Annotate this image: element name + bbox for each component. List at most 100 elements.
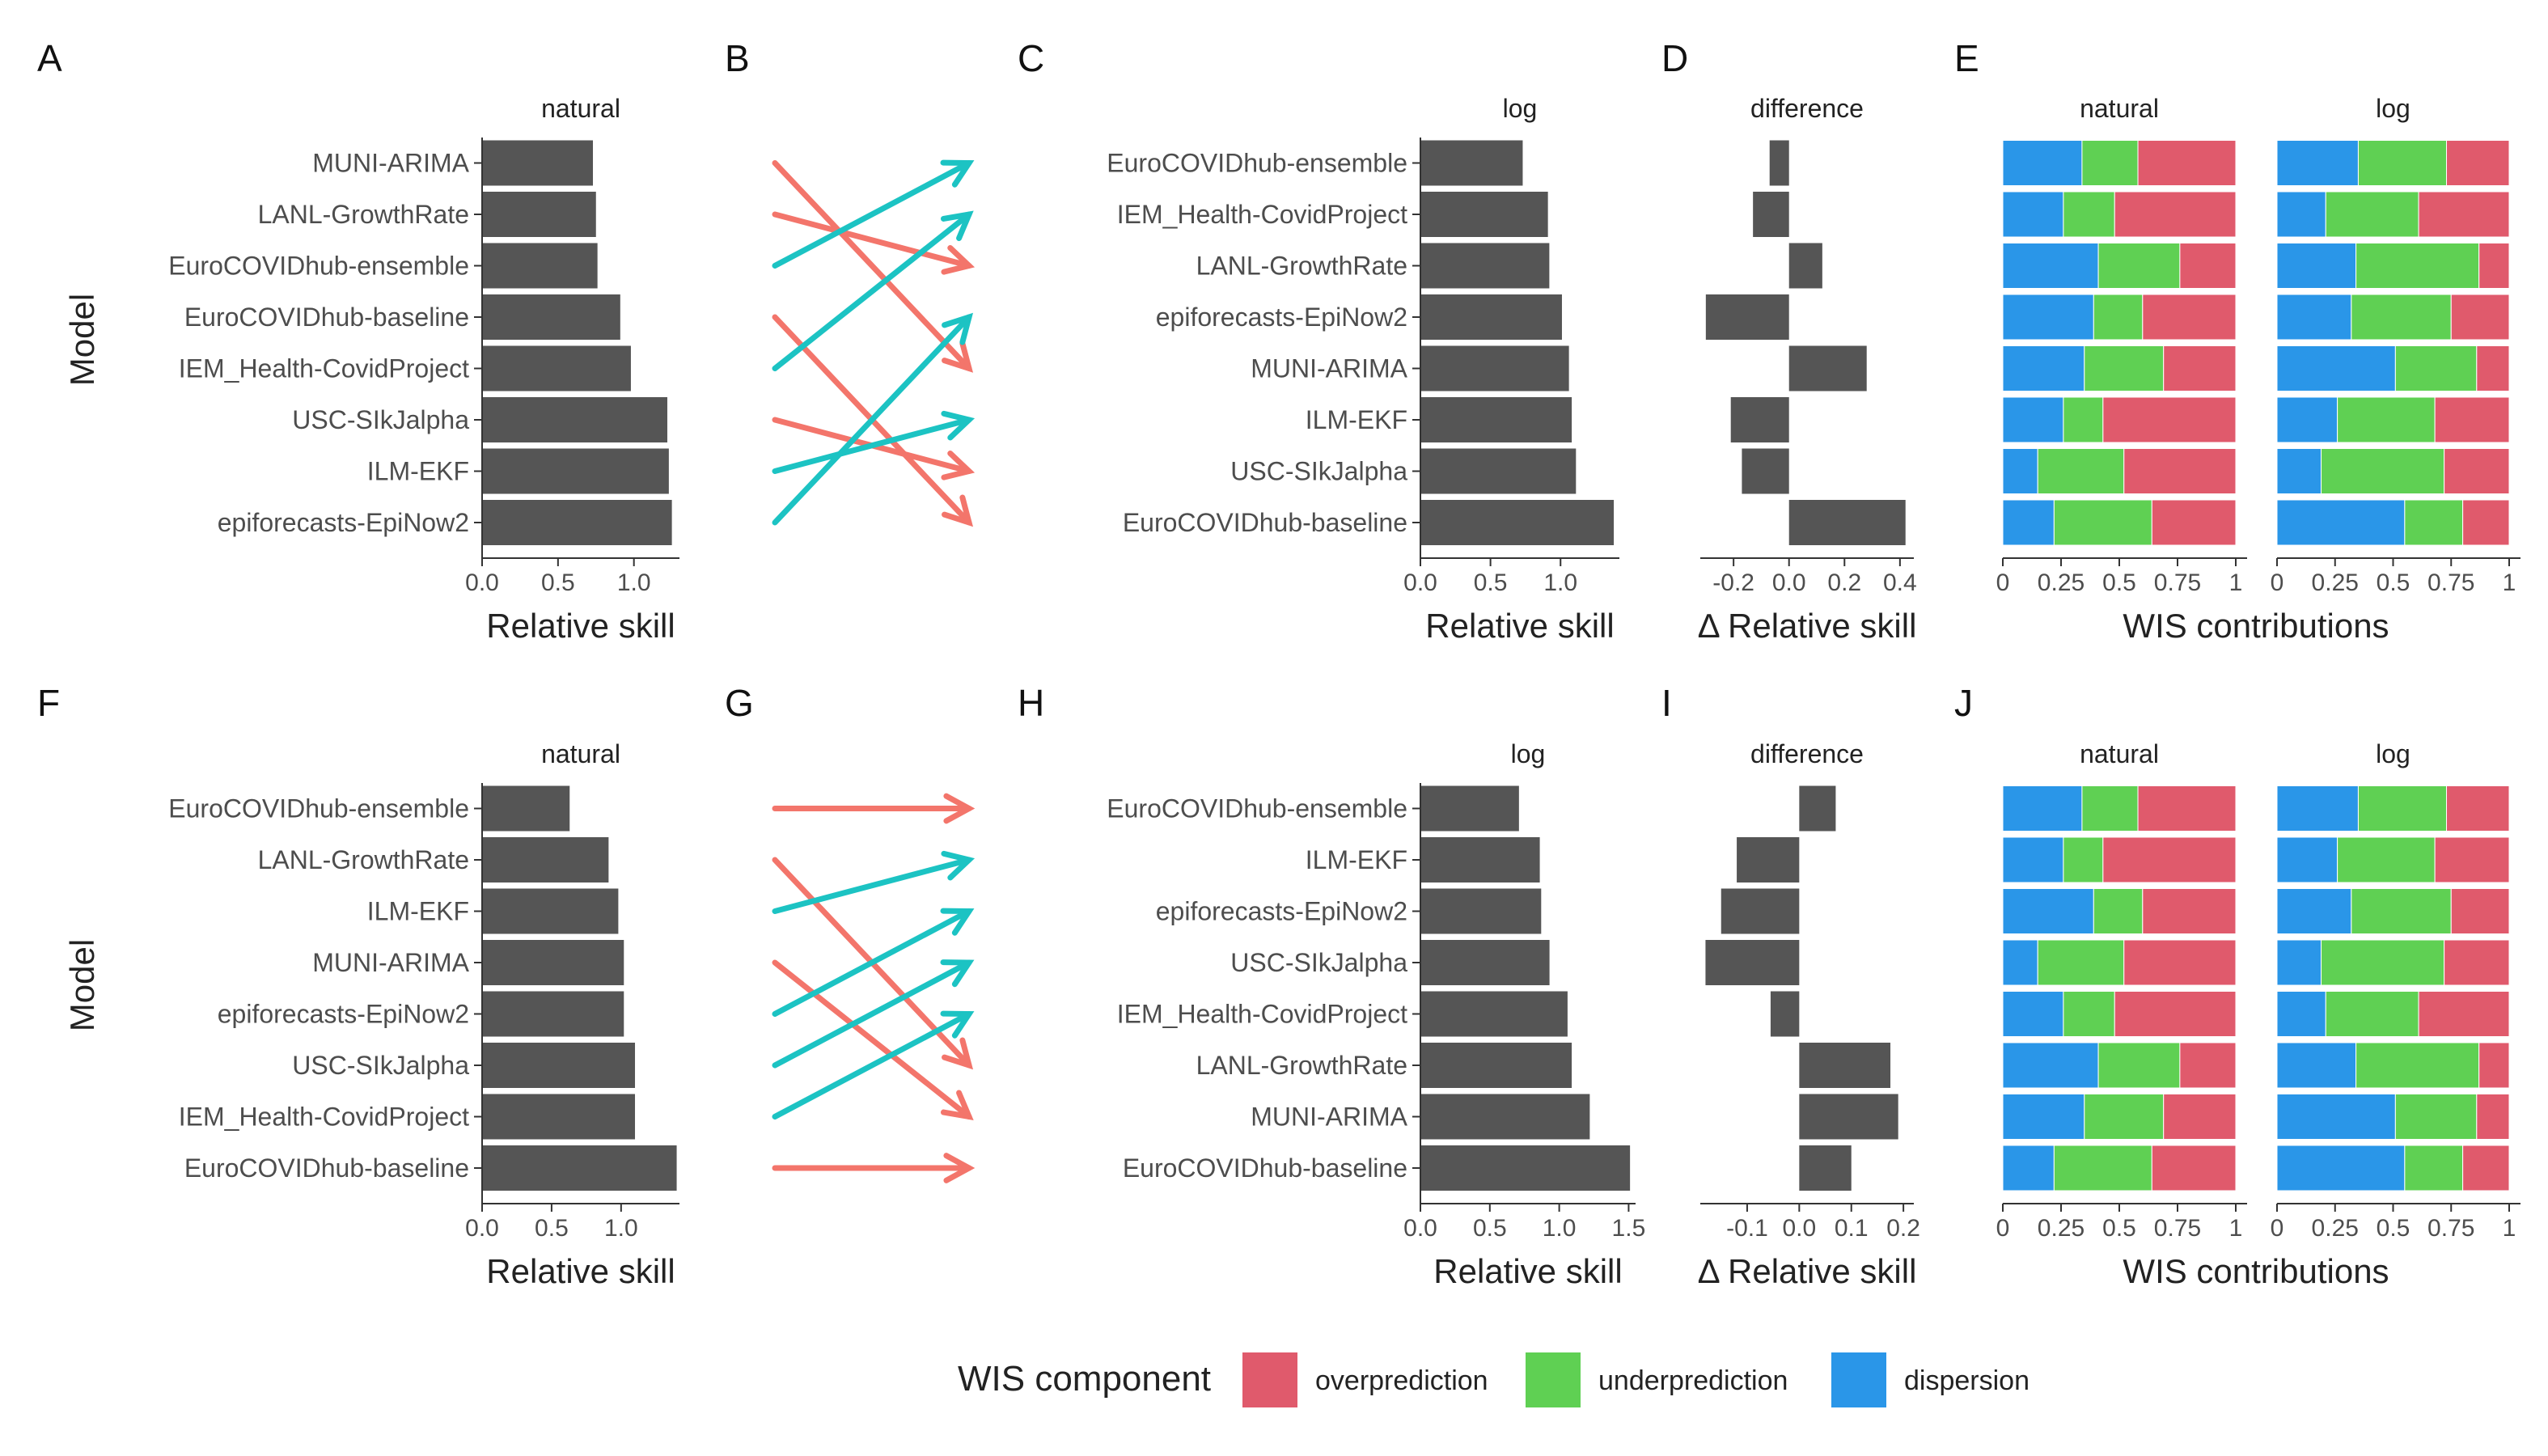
dispersion-segment <box>2002 191 2064 238</box>
overprediction-segment <box>2142 294 2237 341</box>
rank-up-arrow <box>772 210 974 371</box>
dispersion-segment <box>2002 1145 2055 1191</box>
legend-swatch <box>1526 1352 1581 1407</box>
arrow-shaft <box>772 314 972 526</box>
bar <box>1788 243 1822 289</box>
dispersion-segment <box>2002 396 2064 443</box>
category-label: USC-SIkJalpha <box>1230 457 1407 486</box>
overprediction-segment <box>2123 939 2237 986</box>
x-tick-label: 0.5 <box>2377 569 2410 596</box>
category-label: EuroCOVIDhub-ensemble <box>1107 794 1407 823</box>
legend-item-dispersion: dispersion <box>1831 1352 2030 1407</box>
bar <box>1420 940 1550 985</box>
rank-up-arrow <box>772 850 976 914</box>
x-tick-label: 0.0 <box>1403 1215 1437 1242</box>
overprediction-segment <box>2163 1094 2237 1140</box>
rank-up-arrow <box>772 312 974 526</box>
bar <box>1799 785 1836 832</box>
facet-title: natural <box>2080 739 2159 768</box>
overprediction-segment <box>2434 836 2510 883</box>
rank-up-arrow <box>772 159 975 269</box>
category-label: ILM-EKF <box>1306 845 1407 874</box>
dispersion-segment <box>2276 1094 2396 1140</box>
bar <box>482 1043 636 1088</box>
panel-title: natural <box>541 94 620 123</box>
category-label: EuroCOVIDhub-baseline <box>1123 1153 1407 1183</box>
bar <box>1420 1043 1572 1088</box>
dispersion-segment <box>2276 888 2352 934</box>
arrow-shaft <box>772 959 972 1120</box>
underprediction-segment <box>2037 448 2125 494</box>
underprediction-segment <box>2063 836 2104 883</box>
panel-letter: E <box>1954 37 1979 79</box>
x-tick-label: 0.5 <box>1473 1215 1507 1242</box>
overprediction-segment <box>2102 396 2237 443</box>
underprediction-segment <box>2325 191 2419 238</box>
x-tick-label: 0.25 <box>2038 569 2085 596</box>
underprediction-segment <box>2337 396 2436 443</box>
bar <box>482 500 672 545</box>
dispersion-segment <box>2276 1042 2357 1089</box>
dispersion-segment <box>2002 1042 2099 1089</box>
category-label: EuroCOVIDhub-ensemble <box>1107 149 1407 178</box>
panel-title: difference <box>1750 739 1864 768</box>
legend-item-underprediction: underprediction <box>1526 1352 1788 1407</box>
overprediction-segment <box>2179 1042 2237 1089</box>
underprediction-segment <box>2081 140 2139 186</box>
rank-down-arrow <box>772 959 974 1121</box>
panel-title: log <box>1503 94 1538 123</box>
rank-up-arrow <box>772 959 975 1069</box>
x-tick-label: 0.5 <box>1474 569 1508 596</box>
category-label: IEM_Health-CovidProject <box>179 354 469 383</box>
bar <box>1737 837 1800 882</box>
underprediction-segment <box>2093 294 2144 341</box>
bar <box>1420 837 1540 882</box>
underprediction-segment <box>2053 499 2152 546</box>
bar <box>1788 345 1867 392</box>
bar <box>482 345 631 392</box>
overprediction-segment <box>2462 1145 2510 1191</box>
overprediction-segment <box>2478 1042 2510 1089</box>
panel-letter: D <box>1661 37 1688 79</box>
panel-letter: G <box>725 682 754 724</box>
overprediction-segment <box>2102 836 2237 883</box>
overprediction-segment <box>2478 243 2510 289</box>
bar <box>482 940 624 985</box>
rank-up-arrow <box>772 908 975 1017</box>
dispersion-segment <box>2276 345 2396 392</box>
x-tick-label: 0.1 <box>1835 1215 1869 1242</box>
arrow-shaft <box>772 160 972 269</box>
figure-content: A B C D E F G H I J Model Model natural MUNI-ARIMA LAN… <box>37 37 2520 1407</box>
rank-down-arrow <box>772 793 976 824</box>
x-tick-label: 0.75 <box>2427 1215 2474 1242</box>
underprediction-segment <box>2357 140 2448 186</box>
x-tick-label: 1 <box>2503 569 2516 596</box>
bar <box>1420 1145 1631 1191</box>
overprediction-segment <box>2450 294 2510 341</box>
bar <box>1420 888 1542 934</box>
bar <box>482 294 620 340</box>
category-label: IEM_Health-CovidProject <box>179 1103 469 1132</box>
arrow-shaft <box>772 211 972 371</box>
bar <box>1799 1043 1891 1088</box>
dispersion-segment <box>2276 785 2359 832</box>
x-axis-label: Relative skill <box>486 607 675 645</box>
arrow-head <box>942 341 974 373</box>
bar <box>1799 1145 1852 1191</box>
category-label: ILM-EKF <box>367 457 469 486</box>
dispersion-segment <box>2002 499 2055 546</box>
x-tick-label: 0 <box>1996 569 2010 596</box>
arrow-shaft <box>772 959 972 1069</box>
bar <box>1730 397 1789 442</box>
bar <box>482 192 596 237</box>
underprediction-segment <box>2093 888 2144 934</box>
category-label: USC-SIkJalpha <box>1230 948 1407 977</box>
underprediction-segment <box>2325 991 2419 1037</box>
category-label: EuroCOVIDhub-ensemble <box>168 794 469 823</box>
arrow-head <box>941 244 976 275</box>
panel-title: natural <box>541 739 620 768</box>
bar <box>482 837 609 882</box>
dispersion-segment <box>2276 836 2338 883</box>
underprediction-segment <box>2404 499 2464 546</box>
x-tick-label: 0.5 <box>2102 1215 2136 1242</box>
